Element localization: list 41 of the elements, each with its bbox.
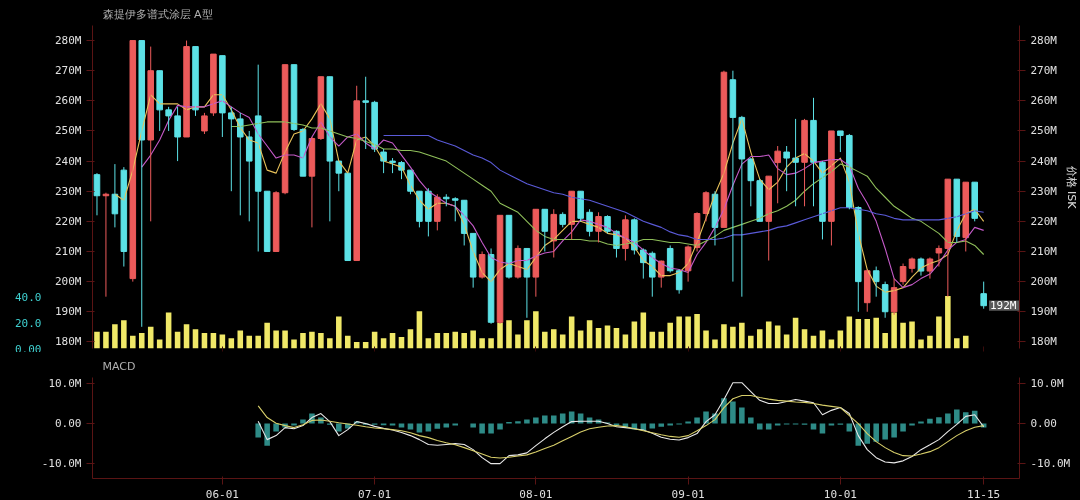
y2-tick-label: 260M (1030, 94, 1058, 108)
y2-axis-title: 价格 ISK (1064, 164, 1078, 210)
y2-tick-label: 10.0M (1030, 377, 1064, 391)
y2-tick-label: 200M (1030, 275, 1058, 289)
y-tick-label: 180M (55, 335, 82, 349)
y-tick-label: 260M (55, 94, 82, 108)
y2-tick-label: 280M (1030, 34, 1058, 48)
y2-tick-label: 240M (1030, 154, 1058, 168)
y2-tick-label: -10.0M (1030, 457, 1071, 471)
x-tick-label: 06-01 (205, 487, 239, 500)
chart-title: MACD (102, 359, 136, 373)
x-tick-label: 11-15 (967, 487, 1001, 500)
x-tick-label: 09-01 (671, 487, 705, 500)
y3-tick-label: 0.00 (15, 342, 42, 356)
y2-tick-label: 270M (1030, 64, 1058, 78)
y2-tick-label: 220M (1030, 214, 1058, 228)
x-tick-label: 07-01 (358, 487, 392, 500)
y-tick-label: 200M (55, 275, 82, 289)
y2-tick-label: 180M (1030, 335, 1058, 349)
y2-tick-label: 0.00 (1030, 417, 1057, 431)
y3-tick-label: 20.0 (15, 316, 42, 330)
y3-tick-label: 40.0 (15, 291, 42, 305)
y-tick-label: 230M (55, 184, 82, 198)
x-tick-label: 08-01 (519, 487, 553, 500)
y-tick-label: 270M (55, 64, 82, 78)
y-tick-label: -10.0M (41, 457, 82, 471)
y2-tick-label: 210M (1030, 244, 1058, 258)
annotation: 192M (989, 299, 1017, 313)
y-tick-label: 0.00 (55, 417, 82, 431)
chart-title: 森提伊多谱式涂层 A型 (102, 7, 213, 21)
y-tick-label: 190M (55, 305, 82, 319)
y2-tick-label: 190M (1030, 305, 1058, 319)
y-tick-label: 250M (55, 124, 82, 138)
y-tick-label: 240M (55, 154, 82, 168)
y-tick-label: 280M (55, 34, 82, 48)
y2-tick-label: 230M (1030, 184, 1058, 198)
y-tick-label: 210M (55, 244, 82, 258)
y-tick-label: 220M (55, 214, 82, 228)
y2-tick-label: 250M (1030, 124, 1058, 138)
x-tick-label: 10-01 (823, 487, 857, 500)
y-tick-label: 10.0M (48, 377, 82, 391)
